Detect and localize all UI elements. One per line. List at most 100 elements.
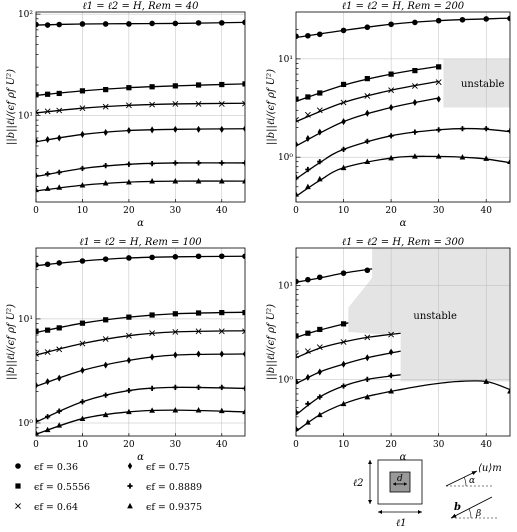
series-diamond: [36, 350, 245, 389]
data-point: [79, 340, 86, 347]
data-point: [317, 326, 323, 333]
tick-label-x: 0: [293, 206, 299, 216]
data-point: [126, 127, 132, 135]
data-point: [364, 138, 370, 144]
series-square: [36, 81, 245, 98]
plot-frame: [35, 11, 246, 203]
data-point: [103, 163, 109, 169]
data-point: [195, 253, 202, 260]
data-point: [36, 186, 39, 193]
data-point: [296, 116, 299, 123]
fit-curve-diamond: [296, 350, 401, 385]
data-point: [79, 258, 86, 264]
data-point: [365, 354, 370, 362]
fit-curve-cross: [36, 330, 245, 356]
tick-label-x: 10: [338, 440, 350, 450]
tick-label-x: 40: [216, 206, 228, 216]
data-point: [388, 104, 394, 112]
tick-label-y: 10¹: [278, 55, 293, 65]
data-point: [340, 383, 347, 389]
b-label: b: [454, 502, 461, 513]
data-point: [436, 95, 441, 103]
series-diamond: [36, 125, 245, 145]
data-point: [56, 260, 63, 266]
tick-label-x: 20: [123, 206, 135, 216]
data-point: [79, 165, 86, 172]
data-point: [364, 393, 371, 400]
data-point: [317, 394, 323, 400]
d-label: d: [397, 474, 403, 484]
x-axis-label: α: [400, 218, 407, 229]
fit-curve-cross: [36, 102, 245, 114]
data-point: [172, 83, 178, 89]
data-point: [364, 76, 370, 82]
data-point: [45, 171, 51, 177]
data-point: [126, 387, 132, 394]
data-point: [149, 161, 155, 167]
data-point: [340, 146, 347, 153]
data-point: [196, 125, 201, 133]
data-point: [36, 328, 39, 334]
l1-label: ℓ1: [396, 518, 407, 529]
legend-label: ϵf = 0.36: [34, 462, 78, 473]
geometry-schematic: d ℓ2 ℓ1 ⟨u⟩m α b β: [353, 459, 502, 529]
unstable-region: [443, 58, 510, 108]
data-point: [296, 140, 299, 148]
data-point: [316, 344, 323, 351]
data-point: [242, 160, 245, 166]
data-point: [36, 262, 39, 268]
data-point: [242, 350, 245, 358]
data-point: [296, 96, 299, 102]
fit-curve-plus: [36, 162, 245, 178]
series-circle: [36, 253, 245, 268]
tick-label-y: 10⁰: [18, 419, 33, 429]
data-point: [195, 82, 202, 88]
data-point: [340, 321, 347, 327]
data-point: [102, 411, 109, 418]
tick-label-x: 20: [123, 440, 135, 450]
data-point: [242, 408, 245, 415]
data-point: [242, 125, 245, 133]
x-axis-label: α: [400, 452, 407, 463]
solid-square: [389, 471, 411, 493]
fit-curve-plus: [296, 374, 401, 416]
data-point: [435, 153, 442, 159]
data-point: [102, 103, 109, 110]
series-plus: [36, 384, 245, 424]
data-point: [56, 408, 62, 414]
data-point: [388, 331, 395, 338]
u-arrow-head: [471, 471, 477, 475]
data-point: [296, 191, 299, 197]
data-point: [126, 408, 132, 415]
data-point: [126, 178, 132, 185]
data-point: [436, 64, 442, 70]
series-cross: [296, 331, 395, 359]
legend-entry: ϵf = 0.36: [15, 462, 78, 473]
fit-curve-circle: [36, 255, 245, 267]
legend-marker-cross: [15, 503, 21, 509]
data-point: [219, 81, 225, 88]
data-point: [195, 384, 202, 390]
data-point: [364, 376, 370, 383]
data-point: [126, 161, 132, 167]
data-point: [305, 134, 311, 142]
data-point: [125, 332, 132, 339]
unstable-region: [348, 248, 510, 382]
legend-entry: ϵf = 0.8889: [127, 482, 202, 493]
fit-curve-diamond: [36, 353, 245, 387]
tick-label-x: 30: [170, 440, 182, 450]
data-point: [305, 166, 311, 173]
data-point: [149, 353, 155, 361]
legend-entry: ϵf = 0.5556: [15, 482, 90, 493]
data-point: [219, 160, 225, 166]
data-point: [45, 135, 50, 143]
series-circle: [36, 19, 245, 28]
data-point: [44, 108, 51, 115]
y-axis-label: ||b||ℓi/(ϵf ρf U²): [6, 69, 17, 145]
data-point: [45, 91, 51, 97]
data-point: [149, 254, 155, 261]
fit-curve-triangle: [296, 380, 510, 432]
data-point: [296, 174, 299, 181]
u-arrow: [445, 470, 478, 487]
legend-label: ϵf = 0.9375: [146, 502, 202, 513]
